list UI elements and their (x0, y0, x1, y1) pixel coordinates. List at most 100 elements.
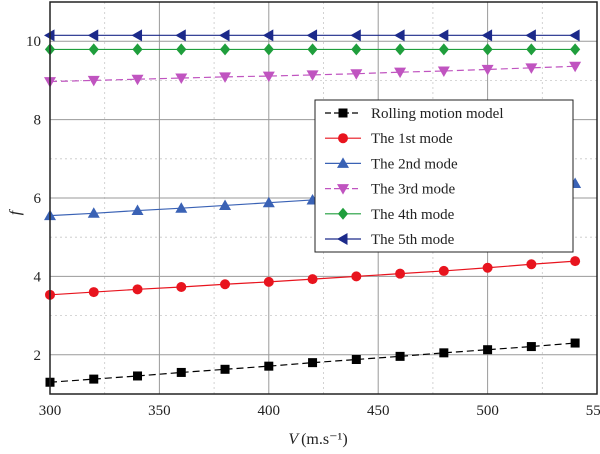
tick-labels: 300 350 400 450 500 550 2 4 6 8 10 (26, 34, 600, 419)
data-point (525, 29, 536, 42)
data-point (220, 364, 230, 374)
data-point (262, 71, 275, 83)
data-point (569, 61, 582, 73)
data-point (526, 342, 536, 352)
legend-item: The 2nd mode (325, 156, 458, 172)
data-point (219, 199, 232, 210)
data-point (481, 29, 493, 42)
data-point (87, 207, 100, 218)
data-point (351, 43, 362, 56)
data-point (394, 29, 405, 42)
x-axis-unit: (m.s⁻¹) (301, 431, 348, 448)
legend-label: The 1st mode (371, 131, 453, 147)
data-point (262, 29, 274, 42)
data-point (307, 43, 318, 56)
data-point (131, 204, 144, 216)
data-point (176, 281, 187, 292)
series-4 (44, 61, 582, 88)
y-tick-label: 2 (34, 348, 42, 364)
data-point (131, 29, 143, 42)
legend-marker (337, 233, 348, 245)
x-tick-label: 350 (148, 403, 171, 419)
data-point (351, 355, 361, 365)
x-tick-label: 550 (586, 403, 600, 419)
data-point (88, 43, 99, 56)
legend-label: The 5th mode (371, 232, 455, 248)
data-point (87, 75, 100, 87)
data-point (175, 202, 188, 213)
legend: Rolling motion model The 1st mode The 2nd … (314, 99, 574, 253)
legend-label: Rolling motion model (371, 106, 504, 122)
series-2 (45, 256, 581, 300)
data-point (570, 256, 581, 267)
x-tick-label: 300 (39, 403, 62, 419)
series-layer (44, 29, 582, 387)
legend-marker (337, 184, 349, 195)
legend-item: The 5th mode (325, 232, 455, 248)
legend-item: The 3rd mode (325, 182, 455, 198)
legend-marker (338, 133, 348, 144)
series-6 (44, 29, 580, 42)
legend-item: The 1st mode (325, 131, 453, 147)
legend-label: The 3rd mode (371, 182, 455, 198)
data-point (175, 73, 188, 85)
data-point (526, 259, 537, 270)
data-point (525, 63, 538, 74)
data-point (263, 43, 274, 56)
data-point (395, 268, 406, 279)
data-point (350, 29, 361, 42)
data-point (219, 72, 232, 83)
series-5 (44, 43, 581, 56)
data-point (308, 358, 318, 368)
data-point (394, 67, 407, 79)
legend-label: The 2nd mode (371, 156, 458, 172)
data-point (570, 338, 580, 348)
y-tick-label: 10 (26, 34, 41, 50)
legend-marker (337, 157, 349, 168)
x-tick-label: 500 (476, 403, 499, 419)
data-point (176, 43, 187, 56)
x-tick-label: 400 (258, 403, 281, 419)
data-point (87, 29, 99, 42)
data-point (132, 43, 143, 56)
data-point (439, 348, 449, 358)
data-point (437, 66, 450, 77)
x-tick-label: 450 (367, 403, 390, 419)
data-point (132, 284, 143, 295)
data-point (526, 43, 537, 56)
data-point (220, 279, 231, 290)
data-point (262, 196, 275, 208)
legend-marker (338, 108, 348, 118)
data-point (219, 29, 230, 42)
y-tick-label: 8 (34, 113, 42, 129)
data-point (219, 43, 231, 56)
data-point (482, 43, 493, 56)
data-point (438, 43, 449, 56)
data-point (306, 70, 319, 81)
data-point (569, 29, 580, 42)
legend-item: The 4th mode (325, 207, 455, 223)
data-point (438, 265, 449, 276)
data-point (307, 274, 318, 285)
data-point (437, 29, 449, 42)
data-point (89, 374, 99, 384)
y-tick-label: 4 (34, 269, 42, 285)
data-point (264, 361, 274, 371)
data-point (570, 43, 581, 56)
data-point (88, 287, 99, 298)
data-point (263, 276, 274, 287)
data-point (133, 371, 143, 381)
data-point (176, 367, 186, 377)
series-1 (45, 338, 580, 387)
legend-marker (337, 207, 349, 220)
y-tick-label: 6 (34, 191, 42, 207)
data-point (351, 271, 362, 282)
legend-item: Rolling motion model (325, 106, 504, 122)
x-axis-title: V (m.s⁻¹) (288, 431, 347, 448)
legend-label: The 4th mode (371, 207, 455, 223)
data-point (483, 345, 493, 355)
data-point (350, 69, 363, 80)
data-point (306, 29, 318, 42)
y-axis-title: f (7, 208, 24, 215)
